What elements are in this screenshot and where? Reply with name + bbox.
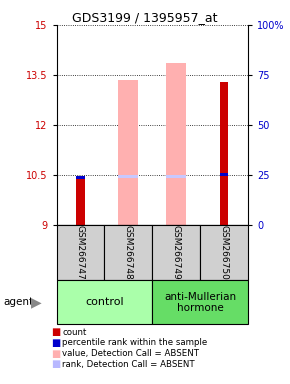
Text: ▶: ▶: [31, 295, 41, 310]
Bar: [76, 176, 85, 179]
Text: agent: agent: [3, 297, 33, 308]
Bar: [166, 63, 186, 225]
Text: ■: ■: [51, 338, 60, 348]
Text: ■: ■: [51, 349, 60, 359]
Text: percentile rank within the sample: percentile rank within the sample: [62, 338, 208, 348]
Text: GSM266748: GSM266748: [124, 225, 133, 280]
Bar: [118, 80, 138, 225]
Text: GDS3199 / 1395957_at: GDS3199 / 1395957_at: [72, 11, 218, 24]
Bar: [220, 81, 228, 225]
Text: control: control: [85, 297, 124, 308]
Text: GSM266749: GSM266749: [172, 225, 181, 280]
Text: rank, Detection Call = ABSENT: rank, Detection Call = ABSENT: [62, 360, 195, 369]
Text: ■: ■: [51, 327, 60, 337]
Text: ■: ■: [51, 359, 60, 369]
Bar: [152, 225, 200, 280]
Bar: [104, 225, 152, 280]
Bar: [220, 173, 228, 176]
Bar: [76, 178, 85, 225]
Bar: [200, 225, 248, 280]
Bar: [152, 280, 248, 324]
Bar: [57, 225, 104, 280]
Text: count: count: [62, 328, 87, 337]
Bar: [166, 175, 186, 178]
Text: GSM266750: GSM266750: [220, 225, 229, 280]
Bar: [57, 280, 152, 324]
Text: value, Detection Call = ABSENT: value, Detection Call = ABSENT: [62, 349, 199, 358]
Text: GSM266747: GSM266747: [76, 225, 85, 280]
Text: anti-Mullerian
hormone: anti-Mullerian hormone: [164, 291, 236, 313]
Bar: [118, 175, 138, 178]
